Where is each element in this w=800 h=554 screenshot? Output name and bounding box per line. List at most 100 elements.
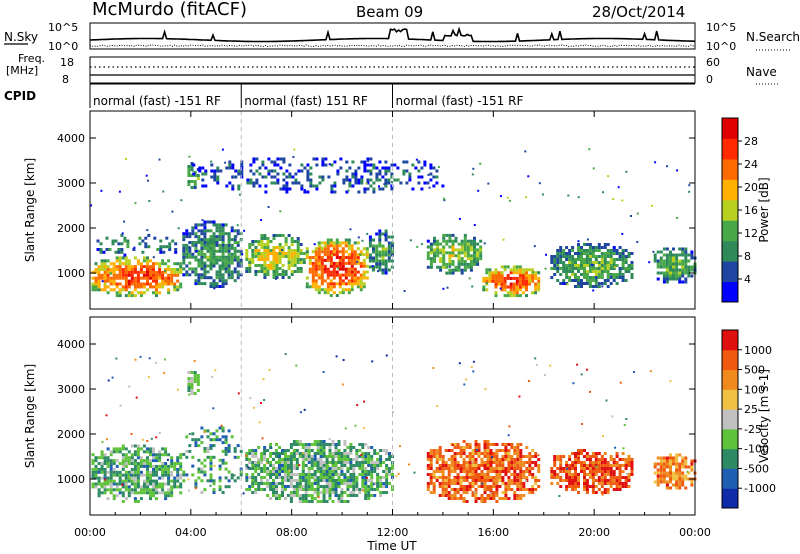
heatmap-cell: [142, 291, 146, 295]
heatmap-cell: [456, 479, 460, 482]
heatmap-cell: [580, 285, 583, 288]
heatmap-cell: [456, 467, 460, 470]
heatmap-cell: [662, 253, 666, 257]
heatmap-cell: [302, 252, 306, 255]
heatmap-cell: [130, 444, 134, 448]
heatmap-cell: [147, 233, 151, 237]
heatmap-cell: [672, 256, 675, 260]
heatmap-cell: [384, 232, 388, 236]
heatmap-cell: [161, 279, 165, 283]
heatmap-cell: [304, 497, 308, 500]
heatmap-cell: [133, 268, 137, 271]
heatmap-cell: [215, 285, 219, 288]
heatmap-cell: [319, 479, 323, 482]
heatmap-cell: [289, 494, 293, 497]
heatmap-cell: [121, 444, 125, 448]
heatmap-cell: [329, 282, 333, 286]
heatmap-cell: [314, 258, 318, 262]
heatmap-cell: [106, 265, 110, 269]
heatmap-cell: [133, 464, 137, 468]
heatmap-cell: [125, 158, 128, 160]
heatmap-cell: [121, 485, 125, 489]
heatmap-cell: [310, 467, 314, 470]
heatmap-cell: [124, 453, 128, 457]
heatmap-cell: [684, 477, 688, 481]
heatmap-cell: [293, 270, 297, 273]
heatmap-cell: [112, 467, 116, 471]
heatmap-cell: [537, 479, 541, 482]
heatmap-cell: [373, 488, 377, 491]
heatmap-cell: [309, 181, 313, 185]
heatmap-cell: [287, 234, 291, 237]
heatmap-cell: [603, 464, 607, 467]
heatmap-cell: [349, 464, 353, 467]
heatmap-cell: [504, 467, 508, 470]
heatmap-cell: [662, 471, 666, 475]
heatmap-cell: [254, 452, 258, 455]
heatmap-cell: [341, 258, 345, 262]
heatmap-cell: [559, 255, 563, 258]
heatmap-cell: [203, 229, 207, 233]
heatmap-cell: [513, 446, 517, 449]
freq-panel-frame: [89, 56, 696, 84]
heatmap-cell: [334, 449, 338, 452]
heatmap-cell: [230, 273, 234, 277]
heatmap-cell: [118, 294, 122, 298]
heatmap-cell: [334, 494, 338, 497]
heatmap-cell: [462, 449, 466, 452]
heatmap-cell: [373, 449, 377, 452]
heatmap-cell: [583, 249, 586, 252]
heatmap-cell: [600, 482, 604, 485]
heatmap-cell: [275, 455, 278, 458]
heatmap-cell: [378, 238, 382, 242]
heatmap-cell: [350, 256, 354, 259]
heatmap-cell: [322, 473, 326, 476]
heatmap-cell: [384, 271, 388, 275]
heatmap-cell: [103, 462, 107, 465]
heatmap-cell: [237, 184, 241, 188]
heatmap-cell: [447, 485, 451, 488]
heatmap-cell: [489, 443, 493, 446]
heatmap-cell: [372, 268, 375, 272]
heatmap-cell: [99, 248, 103, 251]
heatmap-cell: [460, 271, 464, 275]
heatmap-cell: [331, 458, 335, 461]
heatmap-cell: [466, 262, 470, 266]
heatmap-cell: [152, 470, 155, 474]
heatmap-cell: [541, 193, 544, 196]
heatmap-cell: [179, 282, 183, 286]
heatmap-cell: [385, 467, 389, 470]
heatmap-cell: [602, 435, 604, 438]
heatmap-cell: [504, 446, 508, 449]
heatmap-cell: [544, 267, 547, 270]
heatmap-cell: [372, 238, 375, 242]
heatmap-cell: [142, 491, 146, 495]
heatmap-cell: [495, 482, 499, 485]
heatmap-cell: [370, 461, 374, 464]
heatmap-cell: [164, 482, 168, 486]
heatmap-cell: [130, 294, 134, 298]
heatmap-cell: [621, 470, 625, 473]
heatmap-cell: [597, 464, 601, 467]
heatmap-cell: [176, 262, 180, 266]
heatmap-cell: [361, 467, 365, 470]
heatmap-cell: [335, 270, 339, 274]
heatmap-cell: [507, 458, 511, 461]
heatmap-cell: [562, 455, 566, 458]
heatmap-cell: [387, 235, 391, 239]
heatmap-cell: [209, 235, 213, 239]
heatmap-cell: [420, 243, 423, 246]
heatmap-cell: [476, 260, 480, 263]
heatmap-cell: [118, 470, 122, 474]
heatmap-cell: [348, 166, 352, 170]
heatmap-cell: [448, 251, 452, 255]
heatmap-cell: [510, 455, 514, 458]
heatmap-cell: [337, 449, 341, 452]
heatmap-cell: [612, 249, 616, 252]
heatmap-cell: [127, 291, 131, 295]
heatmap-cell: [159, 239, 163, 243]
heatmap-cell: [678, 486, 682, 490]
heatmap-cell: [341, 253, 345, 257]
heatmap-cell: [597, 246, 601, 249]
heatmap-cell: [275, 258, 279, 261]
